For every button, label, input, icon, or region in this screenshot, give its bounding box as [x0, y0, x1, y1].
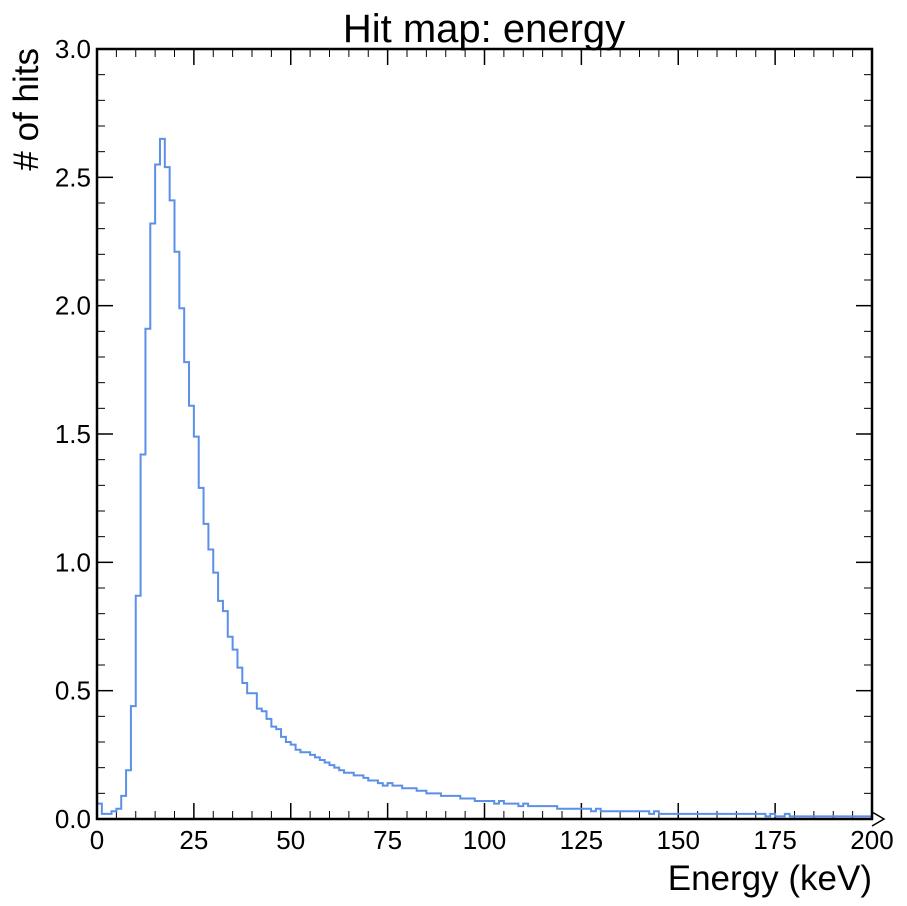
y-axis-title: # of hits [7, 48, 46, 171]
x-tick-label: 25 [179, 825, 208, 855]
y-tick-label: 1.0 [55, 547, 91, 577]
x-tick-label: 100 [463, 825, 506, 855]
x-tick-label: 200 [850, 825, 893, 855]
axis-ticks [96, 48, 873, 820]
y-tick-label: 0.5 [55, 676, 91, 706]
x-axis-title: Energy (keV) [668, 859, 872, 898]
x-tick-label: 50 [276, 825, 305, 855]
y-tick-label: 0.0 [55, 804, 91, 834]
x-tick-label: 175 [753, 825, 796, 855]
y-tick-label: 3.0 [55, 34, 91, 64]
y-tick-label: 1.5 [55, 419, 91, 449]
y-tick-label: 2.5 [55, 162, 91, 192]
y-tick-label: 2.0 [55, 291, 91, 321]
histogram-series-line [96, 137, 873, 819]
tick-labels: 0 25 50 75 100 125 150 175 200 0.0 0.5 1.0 1.5 2.0 2.5… [55, 34, 894, 855]
plot-frame [95, 47, 874, 821]
x-tick-label: 0 [90, 825, 104, 855]
overflow-arrow-icon [871, 811, 886, 827]
x-tick-label: 150 [657, 825, 700, 855]
x-tick-label: 75 [373, 825, 402, 855]
x-tick-label: 125 [560, 825, 603, 855]
chart-title: Hit map: energy [343, 7, 625, 51]
